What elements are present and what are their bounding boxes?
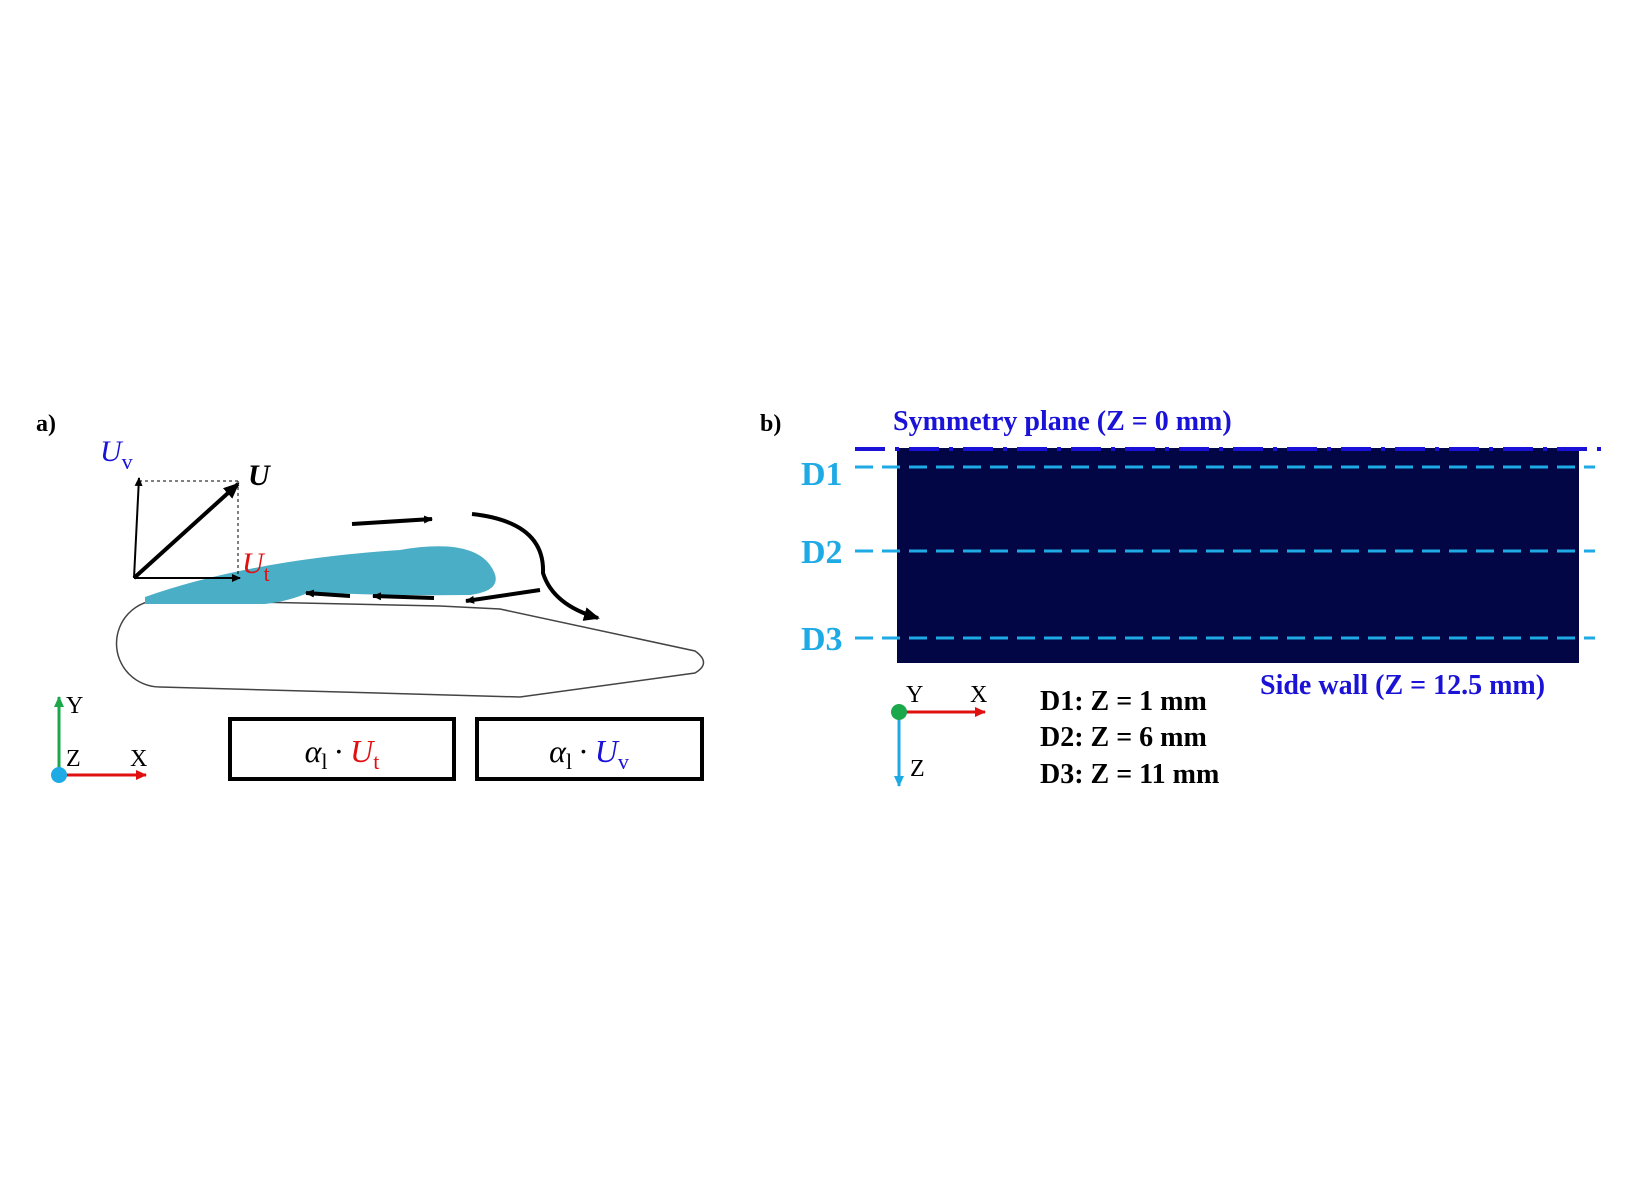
- d2-line-group: D2: [801, 534, 1595, 571]
- ut-label: Ut: [242, 547, 270, 586]
- u-vector: [132, 482, 240, 580]
- y-axis-label: Y: [906, 682, 923, 708]
- velocity-diagram: Uv U Ut: [100, 435, 271, 586]
- flow-arrows: [305, 512, 600, 621]
- y-axis-label: Y: [66, 693, 83, 719]
- formula-box-uv: αl · Uv: [475, 717, 704, 781]
- uv-vector: [133, 477, 143, 579]
- panel-a-label: a): [36, 411, 56, 437]
- d3-line-group: D3: [801, 621, 1595, 658]
- flow-arrow-curve: [471, 512, 600, 621]
- d1-line-group: D1: [801, 456, 1595, 493]
- z-axis-label: Z: [910, 756, 925, 782]
- panel-b-label: b): [760, 411, 781, 437]
- uv-label: Uv: [100, 435, 133, 474]
- flow-arrow-back-2: [372, 592, 435, 601]
- z-axis-label: Z: [66, 746, 81, 772]
- d1-label: D1: [801, 456, 843, 493]
- u-label: U: [248, 459, 271, 492]
- formula-box-ut: αl · Ut: [228, 717, 456, 781]
- formula-ut-text: αl · Ut: [305, 733, 380, 774]
- d2-label: D2: [801, 534, 843, 571]
- legend-d3: D3: Z = 11 mm: [1040, 759, 1219, 790]
- panel-a-axes: Y Z X: [51, 693, 147, 783]
- flow-arrow-back-3: [305, 589, 351, 598]
- symmetry-plane-label: Symmetry plane (Z = 0 mm): [893, 406, 1232, 437]
- flow-arrow-top: [351, 515, 433, 526]
- x-axis-label: X: [970, 682, 987, 708]
- d3-label: D3: [801, 621, 843, 658]
- x-axis-label: X: [130, 746, 147, 772]
- liquid-film: [145, 546, 496, 604]
- airfoil-body: [115, 599, 705, 698]
- legend-d1: D1: Z = 1 mm: [1040, 686, 1207, 717]
- flow-arrow-back-1: [465, 588, 541, 604]
- panel-a: a) Uv U Ut Y: [36, 411, 705, 783]
- y-axis-dot: [891, 704, 907, 720]
- formula-uv-text: αl · Uv: [549, 733, 629, 774]
- z-axis-dot: [51, 767, 67, 783]
- panel-b-axes: Y X Z: [891, 682, 987, 787]
- panel-b: b) Symmetry plane (Z = 0 mm) D1 D2 D3 Si…: [760, 406, 1608, 790]
- depth-legend: D1: Z = 1 mm D2: Z = 6 mm D3: Z = 11 mm: [1040, 686, 1219, 790]
- domain-rectangle: [897, 448, 1579, 663]
- side-wall-label: Side wall (Z = 12.5 mm): [1260, 670, 1545, 701]
- legend-d2: D2: Z = 6 mm: [1040, 722, 1207, 753]
